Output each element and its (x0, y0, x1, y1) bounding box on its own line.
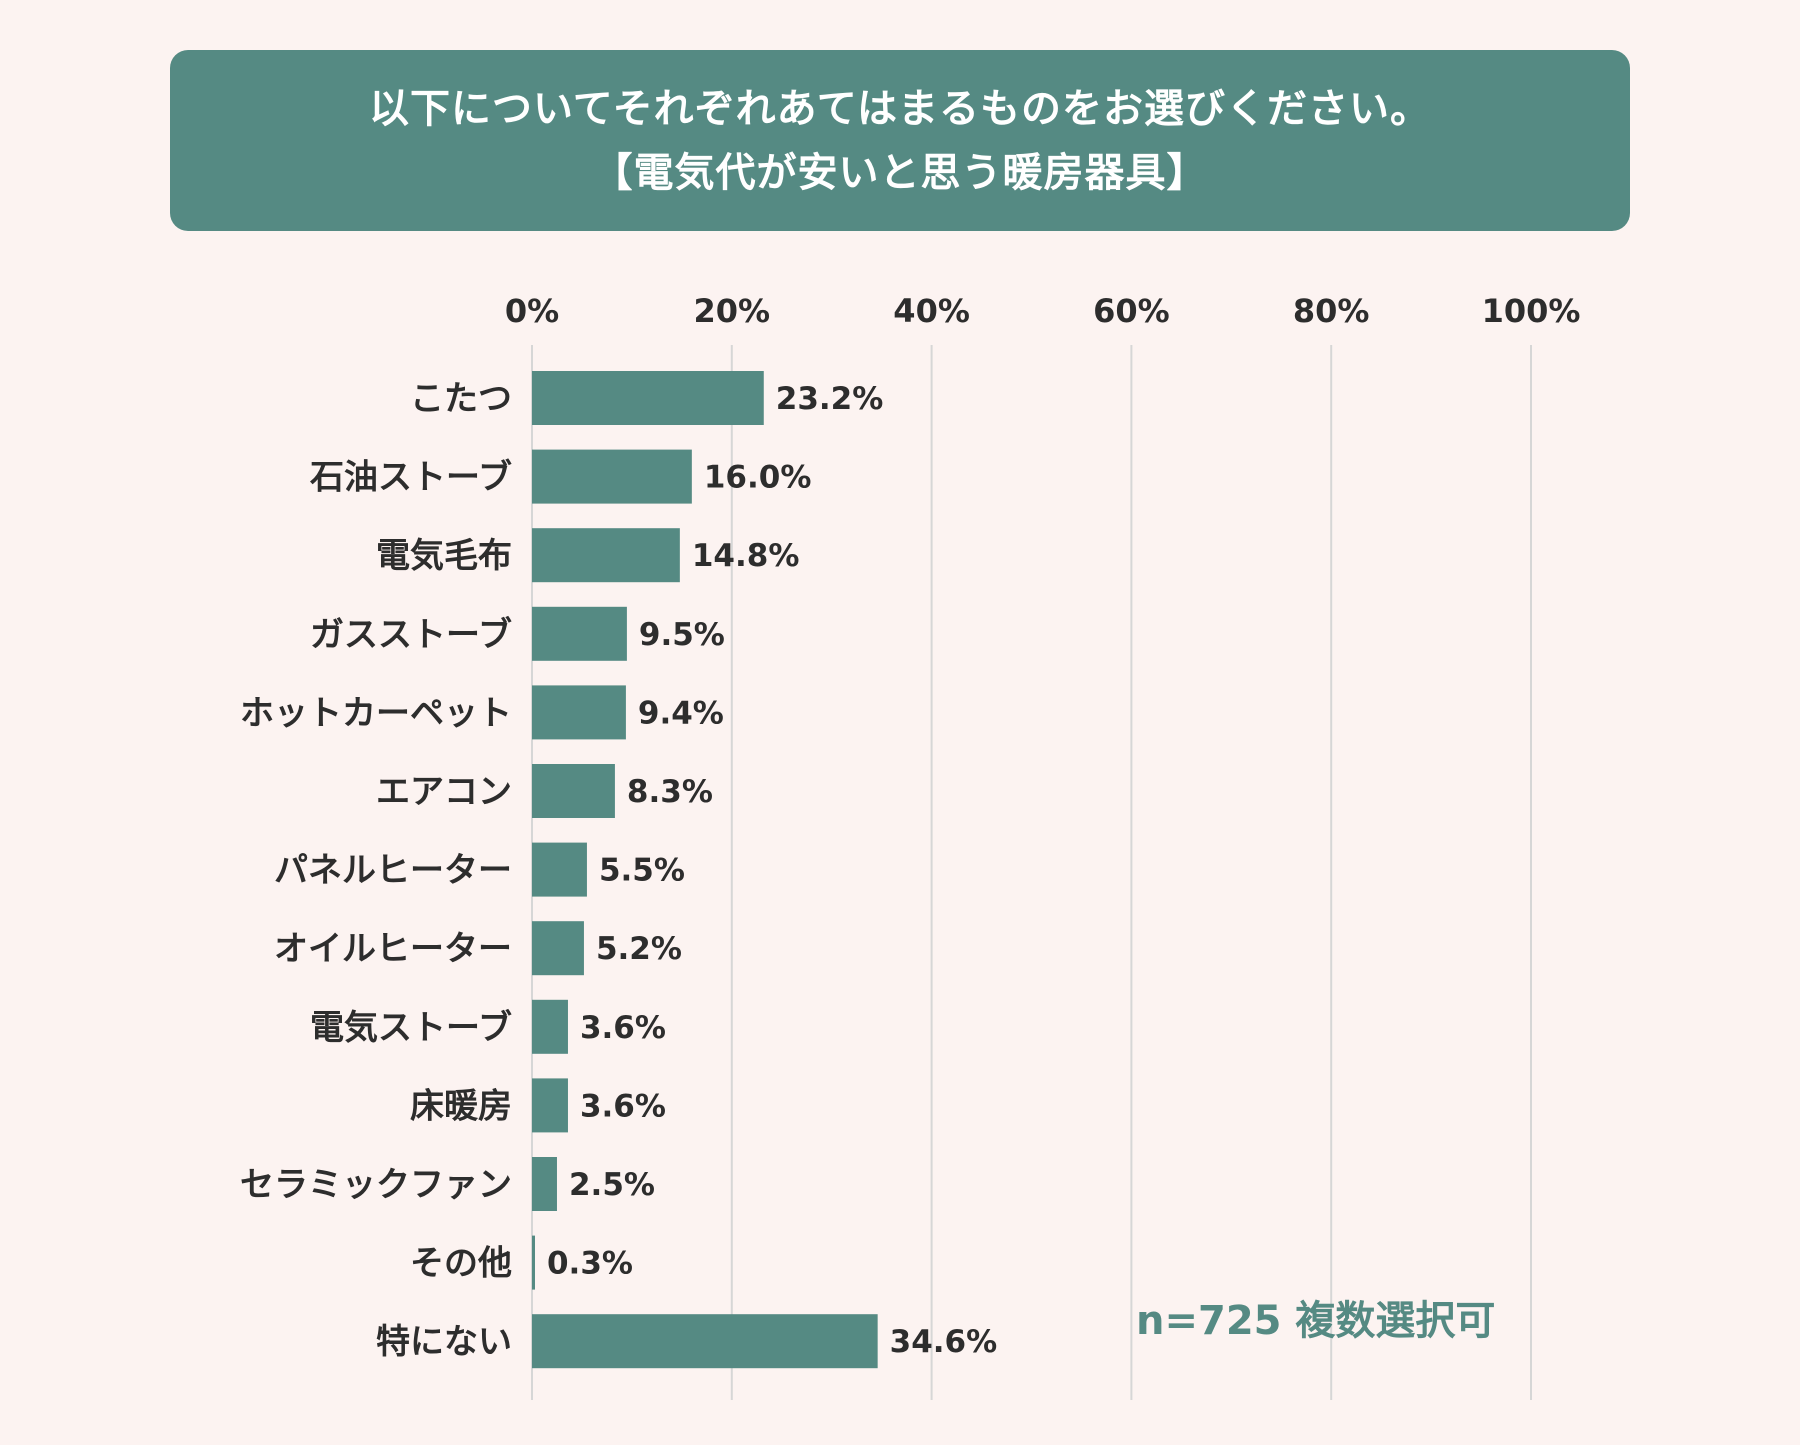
bar (532, 1235, 535, 1290)
category-label: 特にない (376, 1322, 512, 1362)
bar (532, 449, 692, 504)
chart-title: 以下についてそれぞれあてはまるものをお選びください。 (369, 85, 1431, 132)
value-labels: 23.2% 16.0% 14.8% 9.5% 9.4% 8.3% 5.5% 5.2% 3.6% 3… (547, 381, 997, 1360)
bar (532, 921, 584, 976)
bar (532, 606, 627, 661)
x-tick-label: 20% (694, 292, 771, 330)
category-label: 石油ストーブ (309, 458, 512, 498)
data-label: 0.3% (547, 1246, 633, 1282)
data-label: 9.4% (638, 695, 724, 731)
bar (532, 528, 680, 583)
bar (532, 685, 626, 740)
bar (532, 842, 587, 897)
category-label: 電気毛布 (376, 536, 512, 576)
category-label: こたつ (410, 379, 512, 419)
bar (532, 1157, 557, 1211)
bar (532, 764, 615, 818)
category-label: ホットカーペット (240, 693, 512, 733)
data-label: 8.3% (627, 774, 713, 810)
category-label: オイルヒーター (274, 929, 512, 969)
x-tick-label: 60% (1093, 292, 1170, 330)
data-label: 5.2% (596, 931, 682, 967)
x-tick-label: 40% (893, 292, 970, 330)
category-label: パネルヒーター (274, 851, 512, 891)
data-label: 2.5% (569, 1167, 655, 1203)
category-label: セラミックファン (240, 1165, 512, 1205)
category-label: その他 (410, 1244, 512, 1284)
bar (532, 371, 764, 425)
bars (532, 371, 878, 1369)
data-label: 5.5% (599, 853, 685, 889)
data-label: 16.0% (704, 460, 812, 496)
data-label: 3.6% (580, 1088, 666, 1124)
data-label: 9.5% (639, 617, 725, 653)
category-label: 電気ストーブ (310, 1008, 512, 1048)
x-tick-label: 80% (1293, 292, 1370, 330)
x-tick-label: 0% (505, 292, 559, 330)
category-label: 床暖房 (410, 1086, 512, 1126)
data-label: 3.6% (580, 1010, 666, 1046)
bar (532, 999, 568, 1054)
x-tick-label: 100% (1482, 292, 1581, 330)
category-label: ガスストーブ (310, 615, 512, 655)
bar (532, 1078, 568, 1133)
category-label: エアコン (376, 772, 512, 812)
data-label: 23.2% (776, 381, 884, 417)
bar (532, 1314, 878, 1369)
sample-size-note: n=725 複数選択可 (1136, 1298, 1496, 1344)
x-axis-ticks: 0% 20% 40% 60% 80% 100% (505, 292, 1581, 330)
data-label: 14.8% (692, 538, 800, 574)
data-label: 34.6% (890, 1324, 998, 1360)
chart-subtitle: 【電気代が安いと思う暖房器具】 (592, 149, 1208, 196)
title-banner: 以下についてそれぞれあてはまるものをお選びください。 【電気代が安いと思う暖房器… (170, 50, 1630, 231)
gridlines (531, 345, 1532, 1400)
category-labels: こたつ石油ストーブ電気毛布ガスストーブホットカーペットエアコンパネルヒーターオイ… (240, 379, 512, 1362)
